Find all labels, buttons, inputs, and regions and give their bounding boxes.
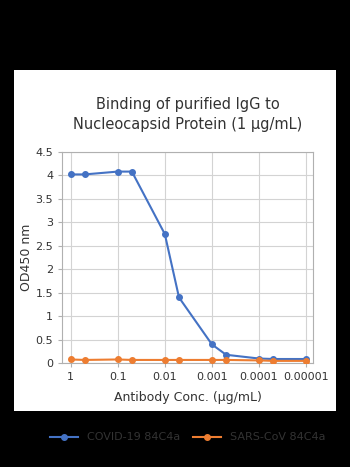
Text: Binding of purified IgG to
Nucleocapsid Protein (1 μg/mL): Binding of purified IgG to Nucleocapsid … xyxy=(73,97,302,132)
SARS-CoV 84C4a xyxy=(304,358,308,364)
COVID-19 84C4a xyxy=(130,169,134,174)
Line: SARS-CoV 84C4a: SARS-CoV 84C4a xyxy=(68,357,309,364)
COVID-19 84C4a xyxy=(224,352,228,358)
COVID-19 84C4a xyxy=(257,356,261,361)
COVID-19 84C4a xyxy=(304,356,308,362)
SARS-CoV 84C4a xyxy=(224,357,228,363)
SARS-CoV 84C4a xyxy=(130,357,134,363)
SARS-CoV 84C4a xyxy=(177,357,181,363)
SARS-CoV 84C4a xyxy=(210,357,214,363)
Legend: COVID-19 84C4a, SARS-CoV 84C4a: COVID-19 84C4a, SARS-CoV 84C4a xyxy=(46,428,330,447)
SARS-CoV 84C4a xyxy=(116,357,120,362)
COVID-19 84C4a xyxy=(163,231,167,237)
COVID-19 84C4a xyxy=(177,295,181,300)
SARS-CoV 84C4a xyxy=(257,358,261,363)
SARS-CoV 84C4a xyxy=(83,357,87,363)
Text: Antibody Conc. (μg/mL): Antibody Conc. (μg/mL) xyxy=(114,391,262,404)
COVID-19 84C4a xyxy=(83,171,87,177)
COVID-19 84C4a xyxy=(69,171,73,177)
Text: OD450 nm: OD450 nm xyxy=(20,224,33,291)
COVID-19 84C4a xyxy=(116,169,120,174)
Line: COVID-19 84C4a: COVID-19 84C4a xyxy=(68,169,309,362)
SARS-CoV 84C4a xyxy=(271,358,275,364)
COVID-19 84C4a xyxy=(271,356,275,362)
SARS-CoV 84C4a xyxy=(69,357,73,362)
SARS-CoV 84C4a xyxy=(163,357,167,363)
COVID-19 84C4a xyxy=(210,342,214,347)
